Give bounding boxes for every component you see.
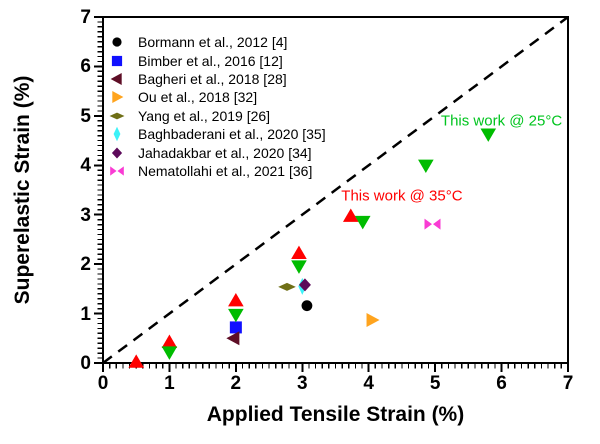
data-point-this-work-25c (161, 346, 178, 360)
legend-item-yang-2019: Yang et al., 2019 [26] (108, 107, 326, 125)
legend-item-ou-2018: Ou et al., 2018 [32] (108, 88, 326, 106)
diamond-wide-marker-icon (109, 112, 125, 120)
y-tick-label-4: 4 (80, 155, 91, 177)
legend-label-baghbaderani-2020: Baghbaderani et al., 2020 [35] (138, 126, 326, 143)
data-point-this-work-25c (418, 159, 434, 173)
diamond-tall-marker-icon (113, 126, 121, 142)
bowtie-marker-icon (110, 166, 117, 176)
data-point-nematollahi-2021 (424, 218, 432, 230)
triangle-left-marker-icon (110, 73, 122, 85)
data-point-this-work-35c (342, 208, 359, 222)
data-point-this-work-35c (128, 354, 145, 368)
y-tick-label-7: 7 (80, 7, 91, 28)
triangle-right-marker-icon (112, 91, 124, 104)
data-point-this-work-35c (228, 293, 244, 307)
x-tick-label-5: 5 (429, 373, 441, 394)
legend-label-nematollahi-2021: Nematollahi et al., 2021 [36] (138, 162, 313, 179)
diamond-marker-icon (111, 147, 123, 159)
legend-item-bagheri-2018: Bagheri et al., 2018 [28] (108, 70, 326, 88)
bowtie-marker-icon (110, 166, 124, 176)
x-tick-label-7: 7 (562, 373, 574, 394)
identity-dashed-line (102, 15, 569, 365)
annotation-this-work-35c: This work @ 35°C (341, 187, 463, 205)
triangle-right-marker-icon (112, 91, 124, 104)
legend-item-baghbaderani-2020: Baghbaderani et al., 2020 [35] (108, 125, 326, 143)
square-marker-icon (111, 55, 123, 66)
legend-item-bimber-2016: Bimber et al., 2016 [12] (108, 51, 326, 69)
x-tick-label-3: 3 (296, 373, 308, 394)
data-point-this-work-25c (480, 128, 497, 142)
data-point-this-work-25c (228, 308, 244, 323)
x-axis-label: Applied Tensile Strain (%) (206, 403, 465, 426)
circle-marker-icon (112, 37, 122, 47)
legend-label-bormann-2012: Bormann et al., 2012 [4] (138, 34, 288, 51)
y-tick-label-5: 5 (80, 105, 91, 127)
data-point-bagheri-2018 (226, 331, 240, 346)
data-point-jahadakbar-2020 (298, 278, 311, 292)
data-point-this-work-35c (161, 334, 178, 348)
triangle-left-marker-icon (110, 73, 122, 85)
bowtie-marker-icon (117, 166, 124, 176)
y-tick-label-6: 6 (80, 56, 91, 78)
data-point-bormann-2012 (301, 300, 313, 312)
y-tick-label-3: 3 (80, 204, 91, 226)
y-tick-label-1: 1 (80, 303, 91, 325)
x-tick-label-2: 2 (230, 373, 242, 394)
legend-label-yang-2019: Yang et al., 2019 [26] (138, 107, 271, 124)
data-point-bimber-2016 (229, 321, 242, 334)
y-tick-label-2: 2 (80, 254, 91, 276)
data-point-nematollahi-2021 (432, 218, 441, 230)
legend-item-bormann-2012: Bormann et al., 2012 [4] (108, 33, 326, 51)
plot-frame (102, 16, 569, 364)
data-point-yang-2019 (278, 282, 296, 291)
diamond-tall-marker-icon (113, 126, 121, 142)
x-tick-label-0: 0 (97, 373, 109, 394)
data-point-this-work-25c (354, 215, 371, 230)
legend-label-bimber-2016: Bimber et al., 2016 [12] (138, 52, 283, 69)
x-tick-label-6: 6 (496, 373, 507, 394)
square-marker-icon (111, 55, 123, 66)
diamond-marker-icon (111, 147, 123, 159)
data-point-this-work-25c (291, 260, 307, 274)
circle-marker-icon (112, 37, 122, 47)
data-point-this-work-35c (291, 245, 307, 259)
diamond-wide-marker-icon (109, 112, 125, 120)
x-tick-label-4: 4 (363, 373, 374, 394)
legend-item-nematollahi-2021: Nematollahi et al., 2021 [36] (108, 162, 326, 180)
legend-item-jahadakbar-2020: Jahadakbar et al., 2020 [34] (108, 143, 326, 161)
legend-label-ou-2018: Ou et al., 2018 [32] (138, 89, 258, 106)
annotation-this-work-25c: This work @ 25°C (440, 112, 563, 130)
y-tick-label-0: 0 (80, 353, 91, 374)
legend-label-bagheri-2018: Bagheri et al., 2018 [28] (138, 70, 287, 87)
legend-label-jahadakbar-2020: Jahadakbar et al., 2020 [34] (138, 144, 312, 161)
y-axis-label: Superelastic Strain (%) (11, 75, 34, 305)
data-point-ou-2018 (366, 312, 380, 327)
legend: Bormann et al., 2012 [4] Bimber et al., 2… (108, 33, 326, 180)
x-tick-label-1: 1 (164, 373, 175, 394)
